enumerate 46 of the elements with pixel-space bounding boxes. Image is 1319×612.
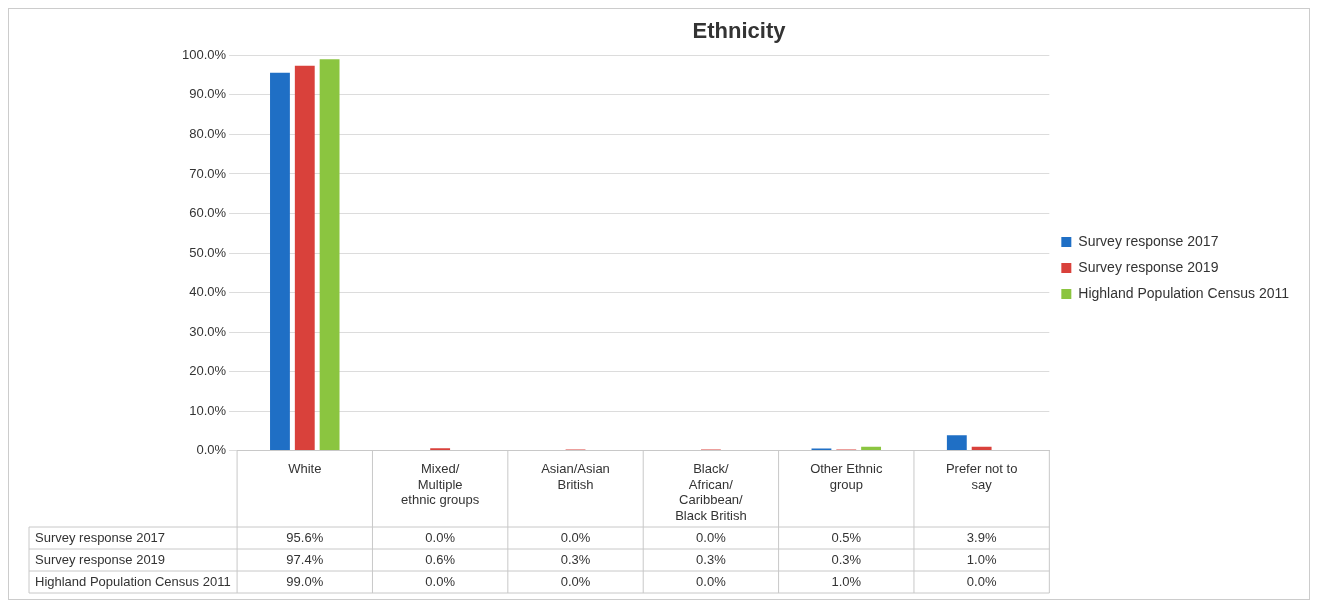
text: Survey response 2017 bbox=[35, 529, 166, 545]
text: Survey response 2019 bbox=[35, 551, 166, 567]
y-tick-label: 100.0% bbox=[182, 46, 227, 62]
data-label: 3.9% bbox=[966, 529, 997, 545]
data-label: 0.0% bbox=[425, 573, 456, 589]
x-tick-label: Other Ethnic group bbox=[810, 460, 883, 492]
data-label: 0.0% bbox=[696, 529, 727, 545]
legend-label: Survey response 2019 bbox=[1078, 258, 1219, 275]
y-tick-label: 60.0% bbox=[189, 205, 227, 221]
bar bbox=[270, 72, 290, 451]
x-tick-label: White bbox=[288, 460, 322, 476]
y-tick-label: 0.0% bbox=[196, 442, 227, 458]
legend-label: Survey response 2017 bbox=[1078, 232, 1219, 249]
y-tick-label: 30.0% bbox=[189, 323, 227, 339]
data-label: 1.0% bbox=[966, 551, 997, 567]
y-tick-label: 70.0% bbox=[189, 165, 227, 181]
data-label: 95.6% bbox=[286, 529, 324, 545]
y-tick-label: 10.0% bbox=[189, 402, 227, 418]
data-label: 0.0% bbox=[560, 573, 591, 589]
data-label: 0.3% bbox=[831, 551, 862, 567]
y-tick-label: 50.0% bbox=[189, 244, 227, 260]
bar bbox=[294, 65, 315, 451]
data-label: 0.0% bbox=[560, 529, 591, 545]
chart-title: Ethnicity bbox=[692, 18, 787, 44]
y-tick-label: 40.0% bbox=[189, 284, 227, 300]
data-label: 99.0% bbox=[286, 573, 324, 589]
legend-label: Highland Population Census 2011 bbox=[1078, 284, 1290, 301]
data-label: 0.0% bbox=[966, 573, 997, 589]
y-tick-label: 20.0% bbox=[189, 363, 227, 379]
x-tick-label: Prefer not to say bbox=[945, 460, 1018, 492]
data-label: 0.3% bbox=[696, 551, 727, 567]
data-label: 0.6% bbox=[425, 551, 456, 567]
y-tick-label: 90.0% bbox=[189, 86, 227, 102]
y-tick-label: 80.0% bbox=[189, 126, 227, 142]
data-label: 0.3% bbox=[560, 551, 591, 567]
data-label: 0.0% bbox=[425, 529, 456, 545]
bar bbox=[319, 59, 340, 451]
data-label: 0.5% bbox=[831, 529, 862, 545]
data-label: 1.0% bbox=[831, 573, 862, 589]
x-tick-label: Black/African/Caribbean/Black British bbox=[675, 460, 747, 523]
text: Highland Population Census 2011 bbox=[35, 573, 231, 589]
x-tick-label: Asian/Asian British bbox=[541, 460, 610, 492]
data-label: 0.0% bbox=[696, 573, 727, 589]
x-tick-label: Mixed/Multiple ethnic groups bbox=[401, 460, 480, 508]
bar bbox=[946, 435, 967, 451]
data-label: 97.4% bbox=[286, 551, 324, 567]
